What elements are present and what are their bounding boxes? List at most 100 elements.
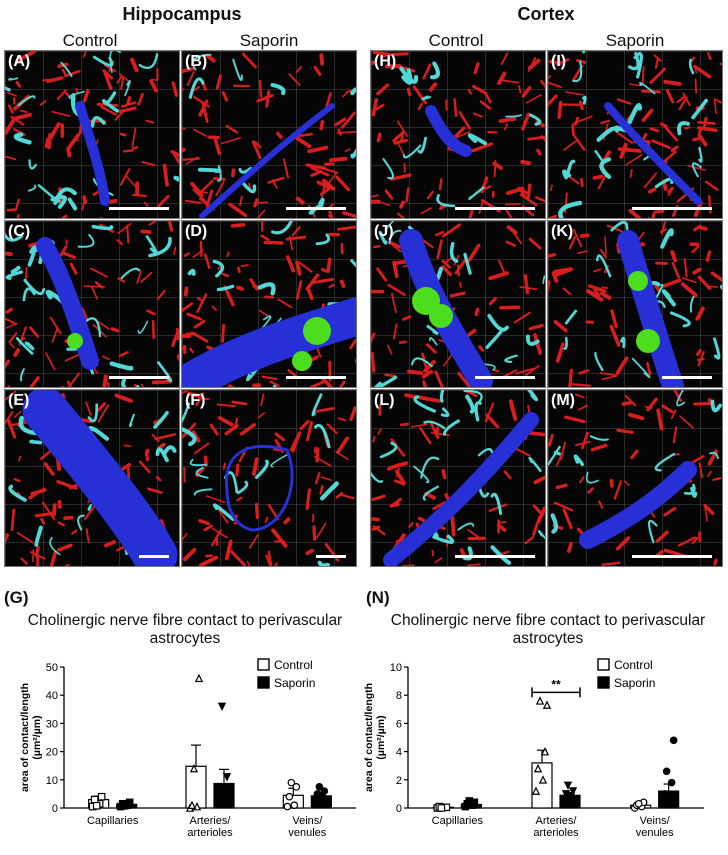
nerve-fibre <box>200 521 208 524</box>
nerve-fibre <box>16 215 18 218</box>
nerve-fibre <box>566 92 583 95</box>
nerve-fibre <box>342 495 353 498</box>
x-tick-label: Arteries/arterioles <box>533 815 579 839</box>
nerve-fibre <box>237 465 238 475</box>
nerve-fibre <box>694 139 700 140</box>
nerve-fibre <box>142 231 150 232</box>
nerve-fibre <box>68 135 78 148</box>
nerve-fibre <box>386 191 392 198</box>
nerve-fibre <box>314 279 332 282</box>
nerve-fibre <box>158 196 168 206</box>
contact-region <box>303 317 331 345</box>
nerve-fibre <box>694 270 699 273</box>
nerve-fibre <box>692 456 703 462</box>
nerve-fibre <box>9 420 15 437</box>
nerve-fibre <box>241 265 247 266</box>
microscopy-panel-k: (K) <box>547 220 723 388</box>
nerve-fibre <box>315 67 320 74</box>
nerve-fibre <box>254 286 258 288</box>
nerve-fibre <box>707 252 709 260</box>
astrocyte-process <box>469 187 483 198</box>
data-point <box>121 803 127 809</box>
nerve-fibre <box>321 486 323 493</box>
nerve-fibre <box>66 240 67 244</box>
microscopy-image <box>5 221 179 387</box>
data-point <box>661 791 667 797</box>
nerve-fibre <box>248 562 251 566</box>
nerve-fibre <box>69 373 79 386</box>
nerve-fibre <box>142 384 144 387</box>
nerve-fibre <box>328 259 330 271</box>
panel-label: (J) <box>374 223 394 241</box>
nerve-fibre <box>186 288 187 294</box>
nerve-fibre <box>474 86 486 93</box>
astrocyte-process <box>5 79 9 90</box>
nerve-fibre <box>338 438 347 452</box>
nerve-fibre <box>41 452 49 459</box>
nerve-fibre <box>124 150 132 151</box>
nerve-fibre <box>321 55 322 64</box>
nerve-fibre <box>31 378 38 387</box>
nerve-fibre <box>289 74 299 85</box>
nerve-fibre <box>653 141 670 148</box>
nerve-fibre <box>502 53 508 64</box>
nerve-fibre <box>564 289 570 294</box>
nerve-fibre <box>182 129 185 132</box>
nerve-fibre <box>373 496 384 499</box>
astrocyte-process <box>584 97 586 103</box>
nerve-fibre <box>124 446 130 447</box>
astrocyte-process <box>218 286 232 289</box>
astrocyte-process <box>505 356 516 362</box>
nerve-fibre <box>582 235 588 236</box>
nerve-fibre <box>8 210 14 211</box>
data-point <box>284 803 290 809</box>
astrocyte-process <box>122 269 140 278</box>
nerve-fibre <box>576 395 584 398</box>
astrocyte-process <box>9 78 17 79</box>
nerve-fibre <box>389 285 405 295</box>
nerve-fibre <box>631 170 632 177</box>
nerve-fibre <box>495 161 496 177</box>
astrocyte-process <box>138 321 147 333</box>
astrocyte-process <box>233 60 242 80</box>
nerve-fibre <box>293 227 300 235</box>
nerve-fibre <box>340 382 344 387</box>
astrocyte-process <box>190 271 194 274</box>
panel-label: (B) <box>185 53 207 71</box>
nerve-fibre <box>549 83 561 87</box>
data-point <box>668 779 674 785</box>
column-title-cortex-saporin: Saporin <box>547 31 723 51</box>
nerve-fibre <box>5 319 16 324</box>
nerve-fibre <box>460 283 461 288</box>
nerve-fibre <box>117 240 122 244</box>
panel-label: (C) <box>8 223 30 241</box>
nerve-fibre <box>132 128 135 146</box>
nerve-fibre <box>121 134 125 135</box>
nerve-fibre <box>121 78 123 90</box>
nerve-fibre <box>215 137 220 153</box>
nerve-fibre <box>256 504 257 517</box>
nerve-fibre <box>632 451 637 457</box>
nerve-fibre <box>475 64 478 73</box>
data-point <box>663 768 669 774</box>
nerve-fibre <box>232 552 245 565</box>
nerve-fibre <box>237 498 241 501</box>
nerve-fibre <box>15 412 21 417</box>
astrocyte-process <box>595 353 602 370</box>
nerve-fibre <box>665 82 680 84</box>
microscopy-panel-i: (I) <box>547 50 723 219</box>
astrocyte-process <box>530 458 541 471</box>
astrocyte-process <box>442 409 448 416</box>
scale-bar <box>455 555 535 558</box>
x-tick-label: Veins/venules <box>288 815 326 839</box>
nerve-fibre <box>721 64 722 66</box>
nerve-fibre <box>268 178 283 183</box>
nerve-fibre <box>594 177 601 178</box>
blood-vessel <box>202 106 332 216</box>
x-tick-label: Veins/venules <box>636 815 674 839</box>
nerve-fibre <box>9 106 12 113</box>
nerve-fibre <box>476 309 477 314</box>
data-point <box>666 796 672 802</box>
nerve-fibre <box>174 247 175 254</box>
microscopy-panel-f: (F) <box>181 389 357 567</box>
